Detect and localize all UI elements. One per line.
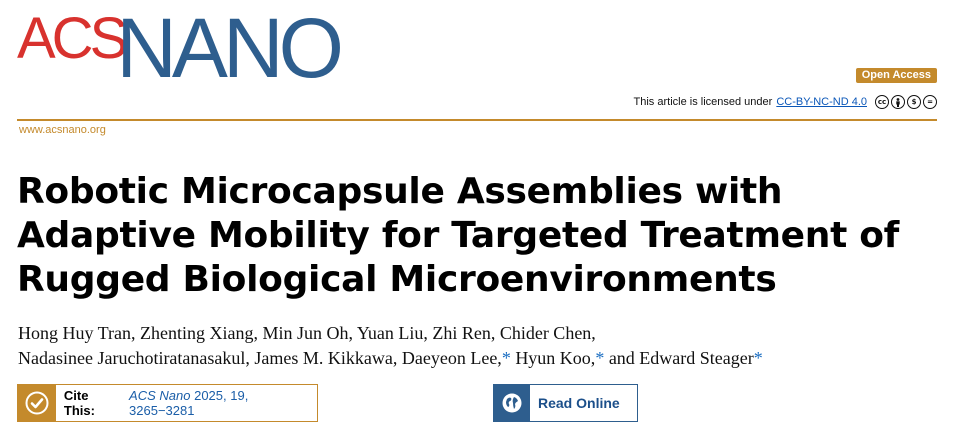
nc-icon: $ — [907, 95, 921, 109]
corresponding-mark[interactable]: * — [501, 348, 511, 368]
nd-icon: = — [923, 95, 937, 109]
cite-reference[interactable]: ACS Nano 2025, 19, 3265−3281 — [129, 388, 317, 418]
corresponding-mark[interactable]: * — [595, 348, 605, 368]
logo-acs-text: ACS — [17, 6, 128, 71]
authors-line-2-part-c: and Edward Steager — [604, 348, 754, 368]
checkmark-icon — [18, 385, 56, 421]
license-line: This article is licensed under CC-BY-NC-… — [634, 93, 937, 111]
open-access-badge: Open Access — [855, 68, 937, 83]
license-prefix: This article is licensed under — [633, 96, 773, 108]
by-icon — [891, 95, 905, 109]
read-online-label: Read Online — [538, 395, 620, 411]
cite-journal: ACS Nano — [129, 388, 191, 403]
header-divider — [17, 119, 937, 121]
journal-logo: ACSNANO — [17, 1, 344, 95]
cite-this-box[interactable]: Cite This: ACS Nano 2025, 19, 3265−3281 — [17, 384, 318, 422]
authors-line-2-part-b: Hyun Koo, — [510, 348, 596, 368]
site-url[interactable]: www.acsnano.org — [19, 124, 106, 136]
cc-icon: cc — [875, 95, 889, 109]
license-link[interactable]: CC-BY-NC-ND 4.0 — [776, 96, 867, 108]
authors-line-1: Hong Huy Tran, Zhenting Xiang, Min Jun O… — [18, 323, 596, 343]
logo-nano-text: NANO — [116, 1, 344, 95]
cite-label: Cite This: — [63, 388, 95, 418]
globe-icon — [494, 385, 530, 421]
article-title: Robotic Microcapsule Assemblies with Ada… — [17, 171, 900, 300]
corresponding-mark[interactable]: * — [753, 348, 763, 368]
cite-details: 2025, 19, 3265−3281 — [129, 388, 249, 418]
author-list: Hong Huy Tran, Zhenting Xiang, Min Jun O… — [18, 321, 943, 371]
read-online-button[interactable]: Read Online — [493, 384, 638, 422]
authors-line-2-part-a: Nadasinee Jaruchotiratanasakul, James M.… — [18, 348, 502, 368]
authors-line-2: Nadasinee Jaruchotiratanasakul, James M.… — [18, 346, 943, 371]
